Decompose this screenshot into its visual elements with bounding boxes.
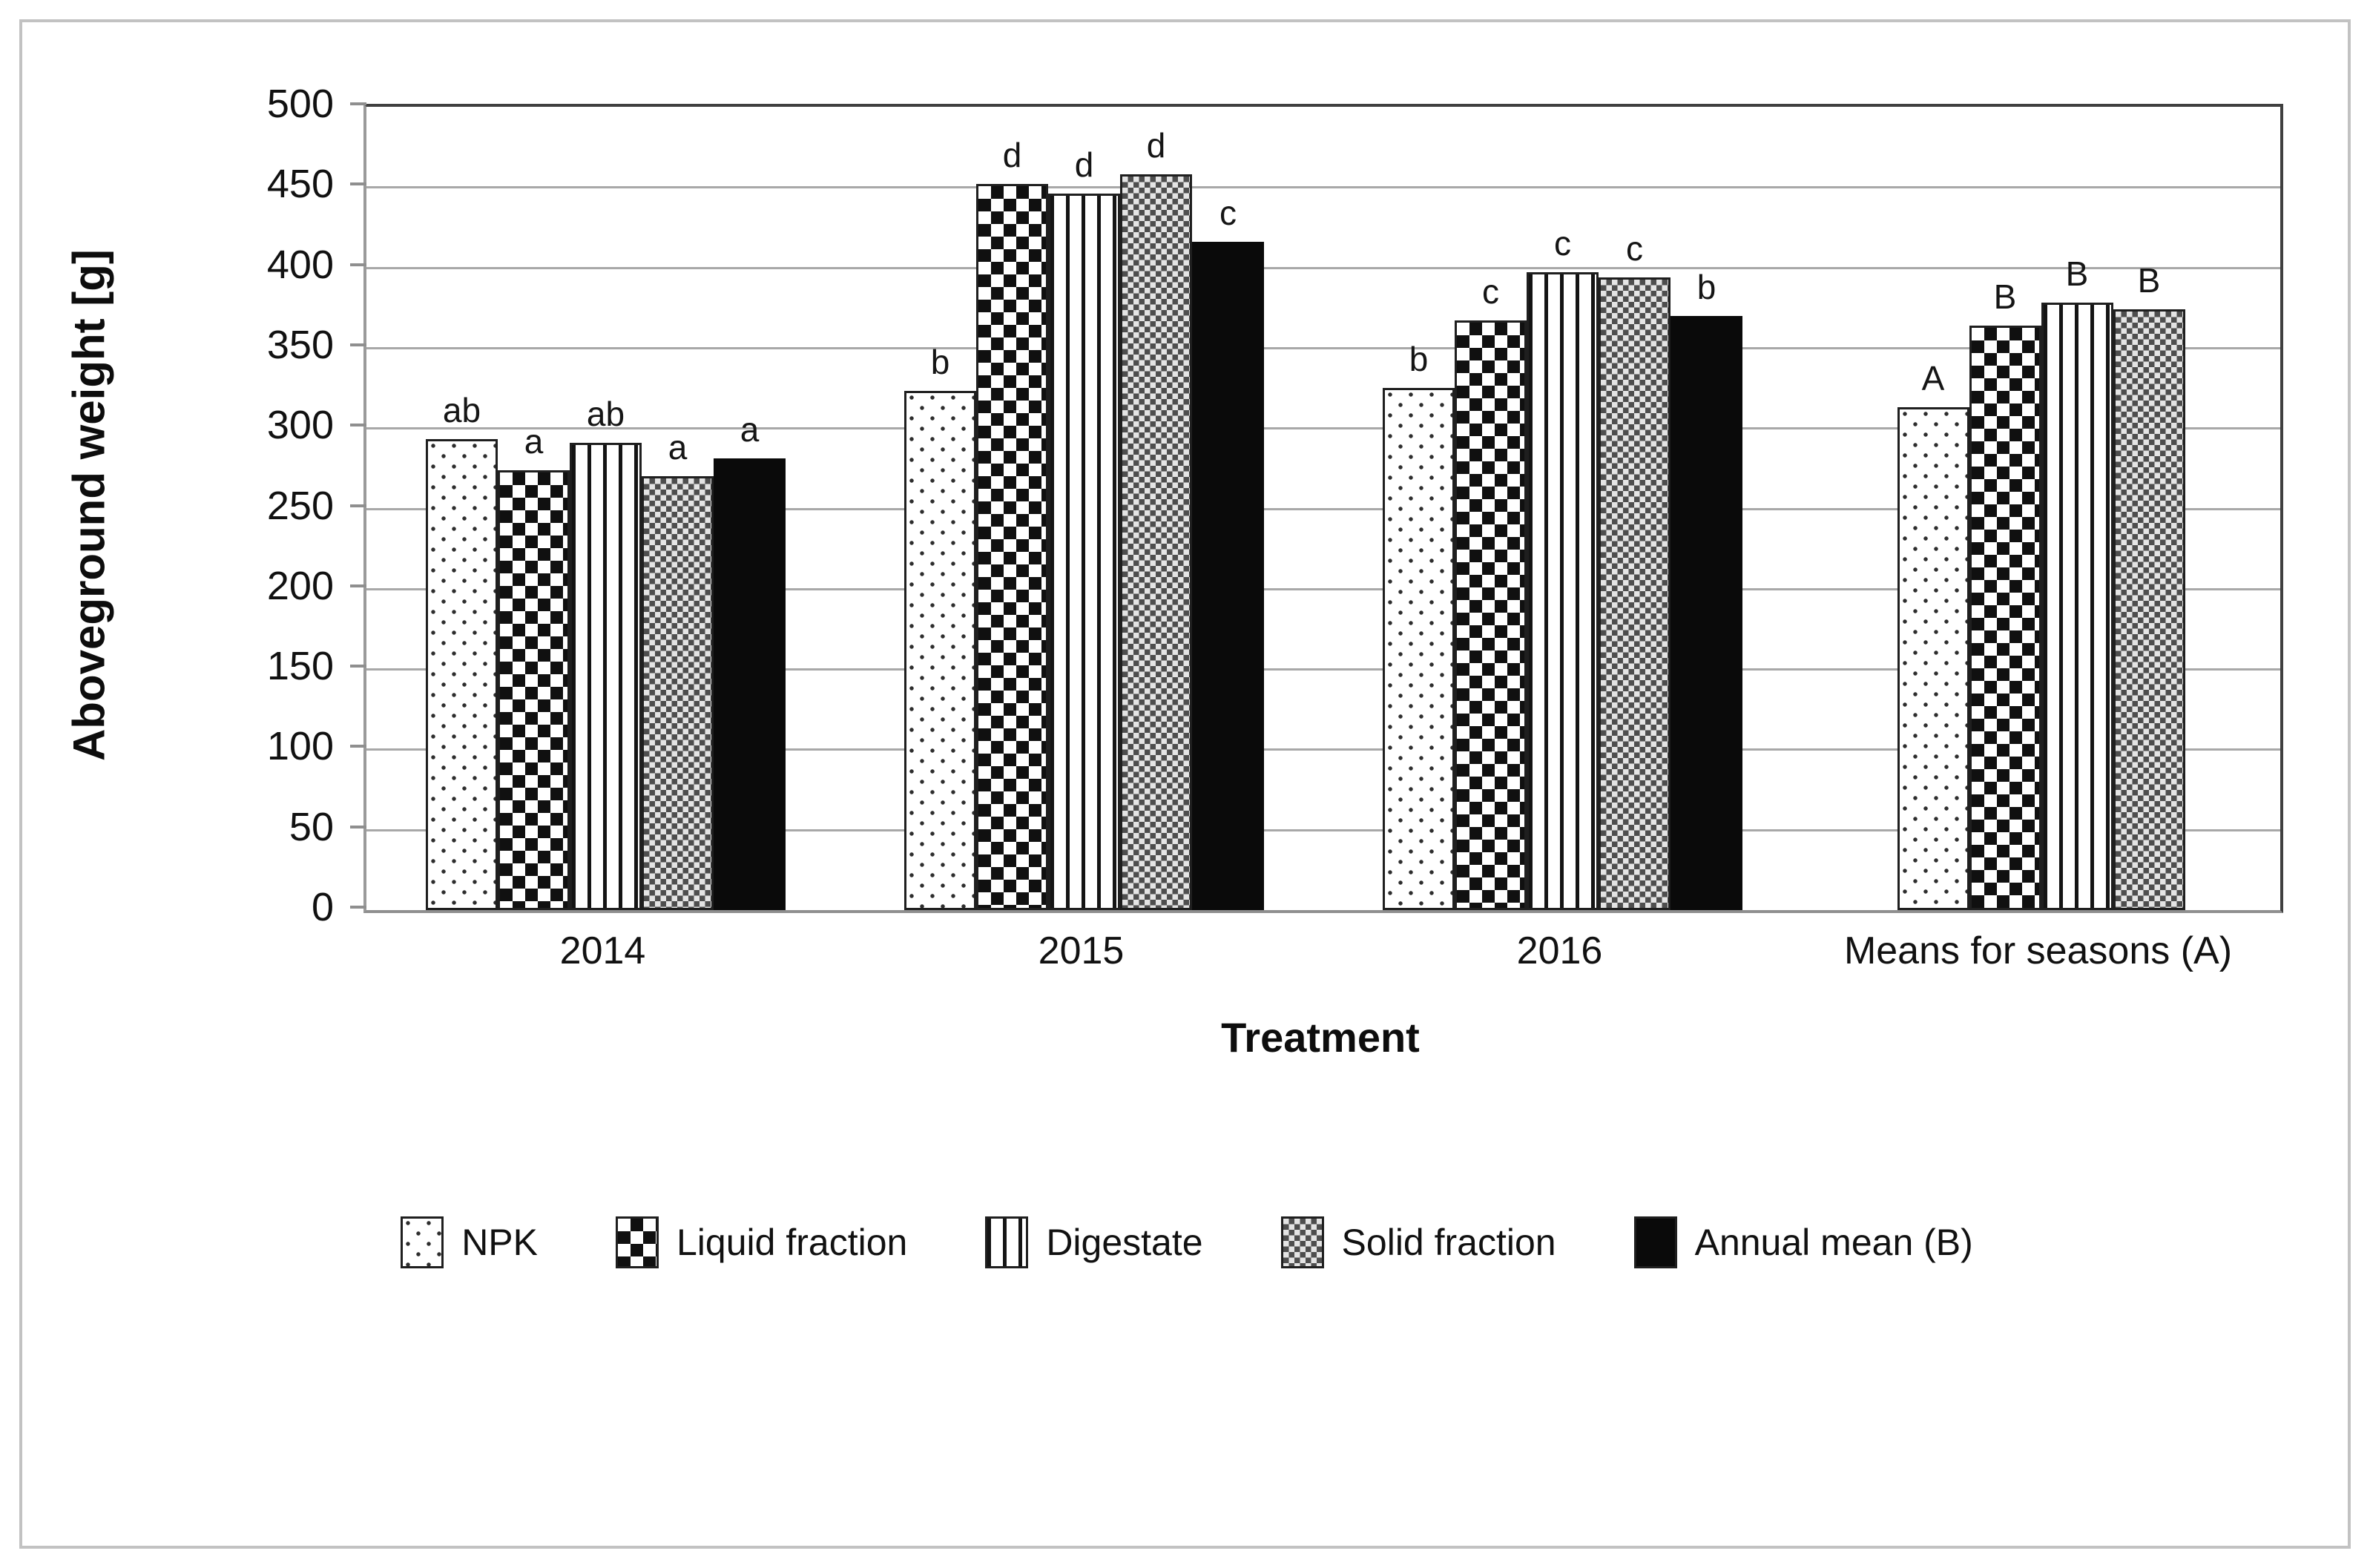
y-tick-label: 500	[266, 82, 334, 126]
bar-liquid-fraction-2016	[1455, 320, 1527, 910]
legend-item-liquid-fraction: Liquid fraction	[616, 1216, 907, 1268]
y-tick-label: 150	[266, 644, 334, 689]
significance-letter: c	[1482, 272, 1499, 312]
significance-letter: B	[2137, 260, 2161, 300]
x-category-label: 2014	[559, 929, 646, 972]
legend-swatch-solid-black	[1633, 1216, 1677, 1268]
bar-npk-means-for-seasons-a	[1897, 407, 1969, 910]
significance-letter: b	[1409, 340, 1429, 379]
x-category-label: Means for seasons (A)	[1843, 929, 2233, 972]
y-tick-label: 300	[266, 403, 334, 448]
bar-annual-mean-b-2016	[1670, 315, 1742, 910]
x-axis-title: Treatment	[1221, 1014, 1420, 1061]
gridline	[366, 507, 2280, 510]
significance-letter: ab	[586, 394, 625, 433]
significance-letter: c	[1219, 193, 1237, 232]
legend-label: NPK	[461, 1222, 538, 1263]
x-category-label: 2015	[1038, 929, 1125, 972]
y-tick-mark	[350, 424, 366, 427]
y-tick-label: 50	[289, 804, 334, 849]
bar-digestate-2015	[1048, 193, 1120, 910]
significance-letter: c	[1626, 228, 1643, 268]
significance-letter: d	[1074, 145, 1094, 184]
y-tick-mark	[350, 825, 366, 829]
legend-label: Liquid fraction	[677, 1222, 908, 1263]
bar-solid-fraction-means-for-seasons-a	[2113, 309, 2185, 910]
legend: NPK Liquid fraction Digestate Solid fractio…	[223, 1216, 2151, 1268]
bar-npk-2014	[426, 439, 498, 910]
legend-item-solid-fraction: Solid fraction	[1280, 1216, 1556, 1268]
bar-npk-2015	[904, 391, 976, 910]
gridline	[366, 587, 2280, 590]
bar-liquid-fraction-2015	[976, 183, 1048, 910]
significance-letter: a	[524, 421, 544, 461]
x-category-label: 2016	[1516, 929, 1603, 972]
y-tick-label: 250	[266, 483, 334, 528]
y-tick-mark	[350, 906, 366, 909]
y-tick-mark	[350, 584, 366, 587]
bar-npk-2016	[1383, 388, 1455, 910]
bar-digestate-2016	[1527, 272, 1599, 910]
legend-swatch-checkerboard	[616, 1216, 659, 1268]
bar-digestate-means-for-seasons-a	[2041, 303, 2113, 910]
y-tick-label: 400	[266, 242, 334, 287]
gridline	[366, 668, 2280, 671]
significance-letter: d	[1002, 135, 1022, 174]
significance-letter: a	[740, 410, 760, 449]
y-tick-mark	[350, 182, 366, 186]
y-tick-mark	[350, 102, 366, 105]
bar-solid-fraction-2014	[642, 476, 714, 910]
plot-area: ab a ab a a b d d d c b c c c b A B B B	[363, 104, 2283, 913]
y-axis-title: Aboveground weight [g]	[64, 249, 114, 762]
gridline	[366, 346, 2280, 349]
y-tick-label: 450	[266, 162, 334, 207]
significance-letter: ab	[442, 391, 481, 430]
bar-annual-mean-b-2015	[1192, 241, 1264, 910]
figure-outer-border	[19, 19, 2351, 1549]
significance-letter: d	[1146, 125, 1166, 165]
legend-label: Annual mean (B)	[1694, 1222, 1973, 1263]
legend-item-digestate: Digestate	[985, 1216, 1203, 1268]
bar-solid-fraction-2016	[1599, 277, 1670, 910]
y-tick-label: 350	[266, 322, 334, 367]
significance-letter: b	[1696, 267, 1716, 306]
gridline	[366, 748, 2280, 751]
bar-liquid-fraction-means-for-seasons-a	[1969, 325, 2041, 910]
legend-label: Digestate	[1046, 1222, 1203, 1263]
legend-swatch-vertical-lines	[985, 1216, 1029, 1268]
significance-letter: B	[1993, 277, 2017, 316]
gridline	[366, 186, 2280, 189]
legend-swatch-dots-sparse	[401, 1216, 444, 1268]
bar-liquid-fraction-2014	[498, 470, 570, 910]
y-tick-mark	[350, 665, 366, 668]
significance-letter: b	[930, 343, 950, 382]
legend-item-npk: NPK	[401, 1216, 538, 1268]
legend-label: Solid fraction	[1341, 1222, 1556, 1263]
bar-digestate-2014	[570, 442, 642, 910]
y-tick-label: 200	[266, 563, 334, 608]
significance-letter: A	[1921, 359, 1945, 398]
y-tick-label: 100	[266, 724, 334, 769]
gridline	[366, 266, 2280, 269]
significance-letter: B	[2065, 254, 2089, 294]
significance-letter: c	[1554, 224, 1571, 263]
legend-item-annual-mean-b: Annual mean (B)	[1633, 1216, 1973, 1268]
bar-solid-fraction-2015	[1120, 174, 1192, 910]
bar-annual-mean-b-2014	[714, 458, 786, 910]
gridline	[366, 427, 2280, 430]
y-tick-mark	[350, 504, 366, 507]
y-tick-mark	[350, 745, 366, 748]
legend-swatch-checkerboard-fine	[1280, 1216, 1324, 1268]
y-tick-mark	[350, 343, 366, 346]
y-tick-label: 0	[311, 885, 334, 929]
gridline	[366, 829, 2280, 831]
significance-letter: a	[668, 428, 688, 467]
y-tick-mark	[350, 263, 366, 266]
